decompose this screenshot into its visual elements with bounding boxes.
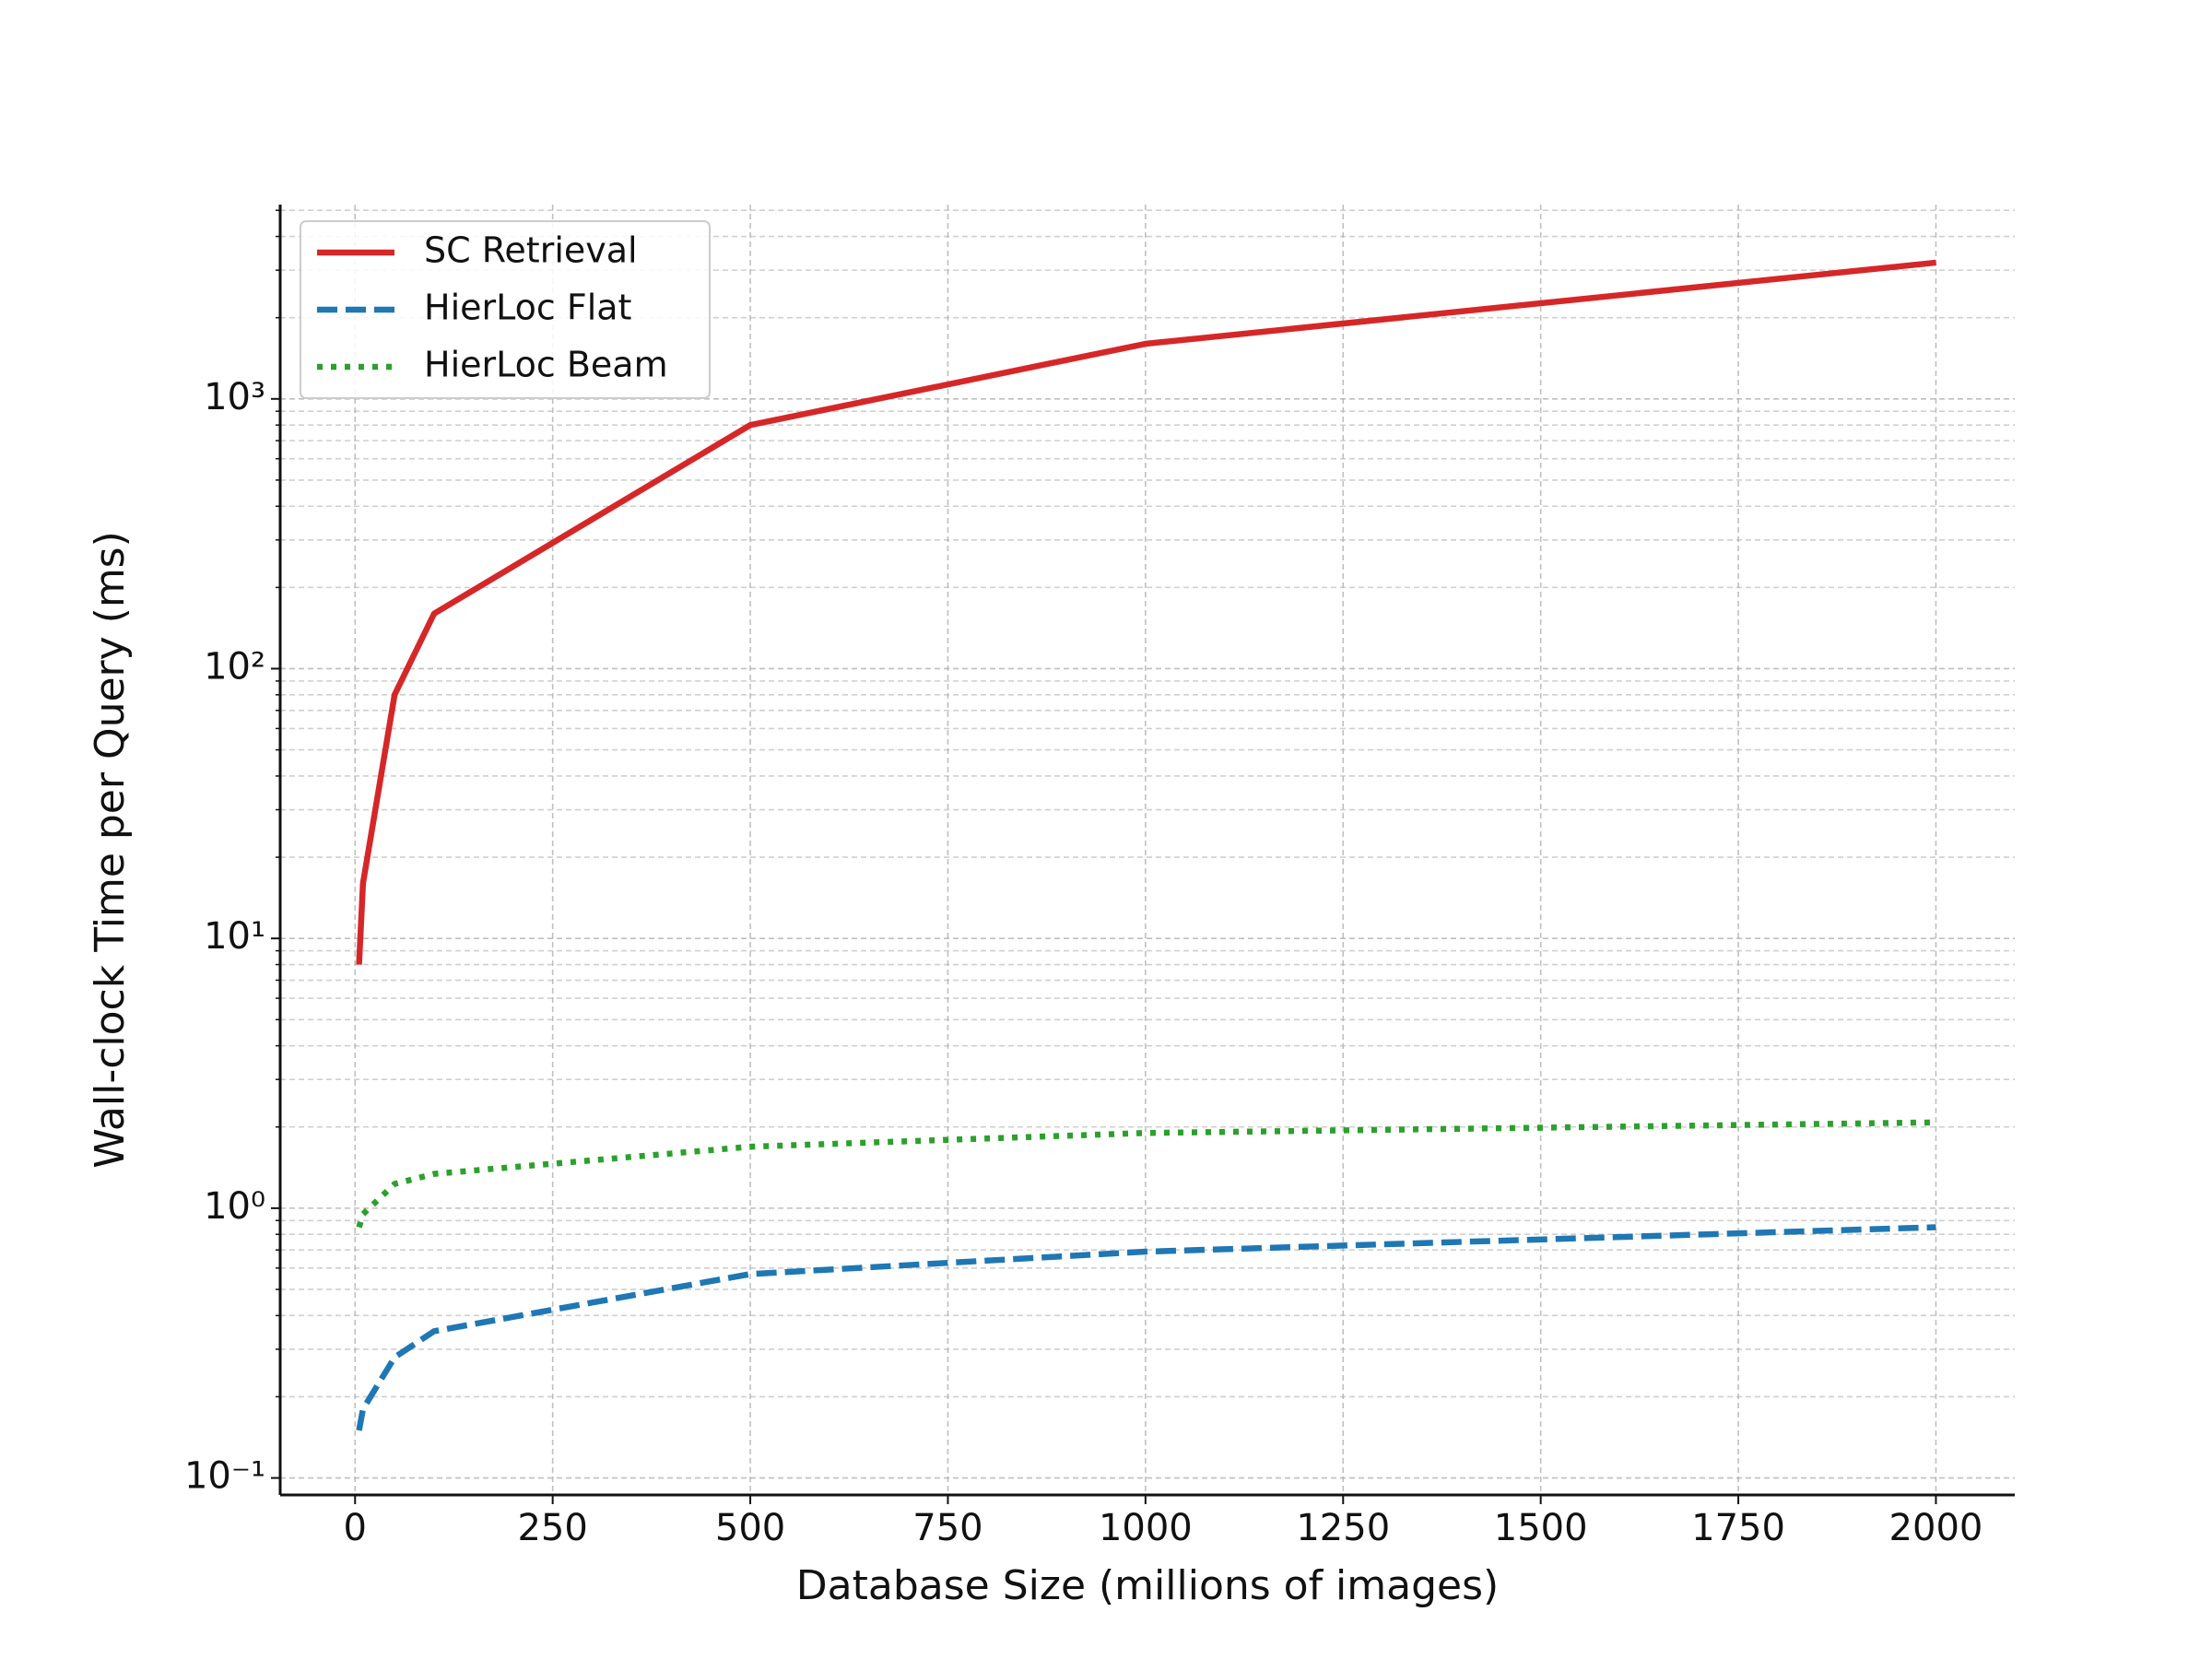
x-tick-label: 2000 xyxy=(1889,1507,1983,1549)
x-tick-label: 1250 xyxy=(1296,1507,1390,1549)
y-tick-label: 10¹ xyxy=(204,915,265,958)
x-axis-label: Database Size (millions of images) xyxy=(796,1562,1499,1609)
x-tick-label: 1500 xyxy=(1494,1507,1588,1549)
x-tick-label: 1000 xyxy=(1099,1507,1193,1549)
x-tick-label: 750 xyxy=(912,1507,982,1549)
y-axis-label: Wall-clock Time per Query (ms) xyxy=(87,531,134,1169)
x-tick-label: 250 xyxy=(517,1507,587,1549)
y-tick-label: 10³ xyxy=(204,376,265,418)
legend-label: HierLoc Beam xyxy=(424,345,668,385)
series-line xyxy=(356,259,1936,965)
legend-box xyxy=(300,220,711,399)
legend-label: HierLoc Flat xyxy=(424,288,631,328)
series-line xyxy=(356,1119,1936,1229)
y-tick-label: 10⁰ xyxy=(204,1185,265,1228)
x-tick-label: 0 xyxy=(344,1507,367,1549)
y-tick-label: 10⁻¹ xyxy=(184,1455,265,1498)
legend-label: SC Retrieval xyxy=(424,230,638,271)
series-line xyxy=(356,1224,1936,1431)
x-tick-label: 1750 xyxy=(1691,1507,1785,1549)
x-tick-label: 500 xyxy=(715,1507,785,1549)
y-tick-label: 10² xyxy=(204,645,265,688)
